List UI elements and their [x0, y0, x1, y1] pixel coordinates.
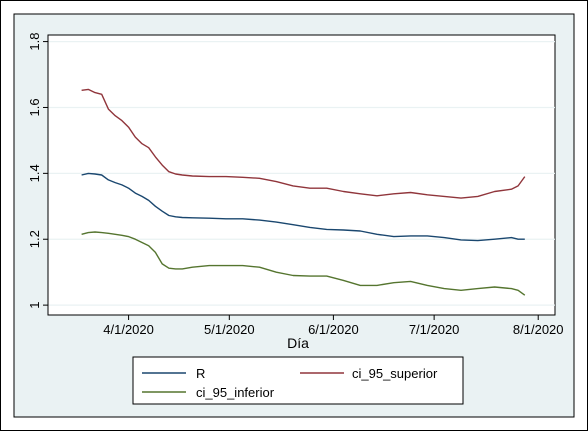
x-tick-label: 6/1/2020	[308, 322, 359, 337]
x-axis: 4/1/2020 5/1/2020 6/1/2020 7/1/2020 8/1/2020	[48, 314, 564, 337]
y-tick-label: 1	[27, 302, 42, 309]
legend-label-ci-95-inferior: ci_95_inferior	[196, 385, 275, 400]
x-tick-label: 5/1/2020	[204, 322, 255, 337]
series-line-ci-95-superior	[81, 88, 526, 199]
x-tick-label: 7/1/2020	[409, 322, 460, 337]
legend: R ci_95_superior ci_95_inferior	[132, 356, 464, 405]
series-line-r	[81, 172, 525, 242]
y-axis: 1 1.2 1.4 1.6 1.8	[27, 33, 49, 315]
legend-label-r: R	[196, 366, 205, 381]
plot-area	[47, 34, 556, 316]
y-tick-label: 1.4	[27, 164, 42, 182]
grid	[48, 40, 555, 306]
y-tick-label: 1.2	[27, 230, 42, 248]
y-tick-label: 1.8	[27, 33, 42, 51]
y-tick-label: 1.6	[27, 98, 42, 116]
legend-box	[132, 356, 464, 405]
series-lines	[81, 88, 526, 296]
x-tick-label: 4/1/2020	[103, 322, 154, 337]
x-tick-label: 8/1/2020	[513, 322, 564, 337]
x-axis-title: Día	[287, 335, 309, 351]
series-line-ci-95-inferior	[81, 231, 526, 296]
legend-label-ci-95-superior: ci_95_superior	[352, 366, 438, 381]
